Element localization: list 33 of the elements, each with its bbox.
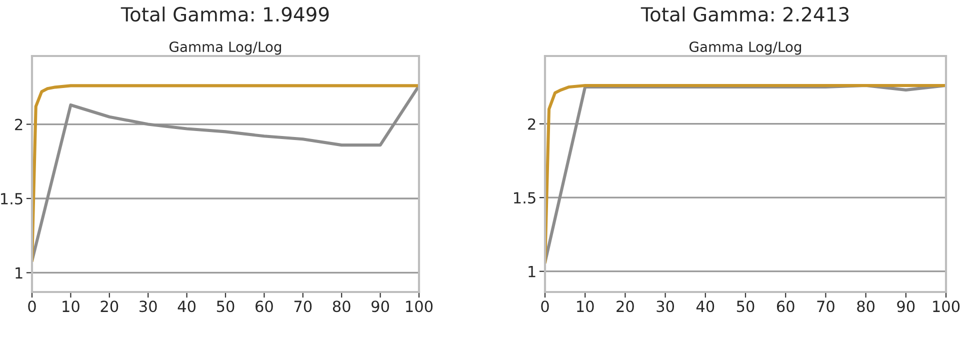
chart-subtitle: Gamma Log/Log <box>170 42 282 55</box>
x-tick-label: 0 <box>28 300 36 312</box>
x-tick-label: 50 <box>736 300 754 312</box>
y-tick-label: 1 <box>528 266 536 278</box>
x-tick-label: 0 <box>541 300 549 312</box>
chart-title: Total Gamma: 2.2413 <box>640 6 849 22</box>
y-tick-label: 1.5 <box>1 193 22 205</box>
x-tick-label: 10 <box>62 300 80 312</box>
x-tick-label: 60 <box>256 300 273 312</box>
x-tick-label: 70 <box>294 300 312 312</box>
y-tick-label: 1.5 <box>514 192 536 204</box>
x-tick-label: 80 <box>857 300 875 312</box>
x-tick-label: 20 <box>100 300 118 312</box>
x-tick-label: 20 <box>616 300 634 312</box>
x-tick-label: 30 <box>140 300 157 312</box>
y-tick-label: 2 <box>15 118 22 130</box>
x-tick-label: 70 <box>817 300 834 312</box>
y-tick-label: 1 <box>16 267 22 279</box>
x-tick-label: 100 <box>933 300 960 312</box>
x-tick-label: 10 <box>577 300 594 312</box>
x-tick-label: 90 <box>897 300 915 312</box>
x-tick-label: 50 <box>216 300 234 312</box>
x-tick-label: 80 <box>332 300 350 312</box>
y-tick-label: 2 <box>528 118 536 130</box>
x-tick-label: 30 <box>656 300 674 312</box>
x-tick-label: 40 <box>178 300 196 312</box>
x-tick-label: 90 <box>372 300 390 312</box>
x-tick-label: 60 <box>776 300 794 312</box>
chart-title: Total Gamma: 1.9499 <box>120 6 329 22</box>
x-tick-label: 40 <box>696 300 714 312</box>
line-series <box>32 84 419 262</box>
x-tick-label: 100 <box>406 300 433 312</box>
chart-subtitle: Gamma Log/Log <box>690 42 802 55</box>
